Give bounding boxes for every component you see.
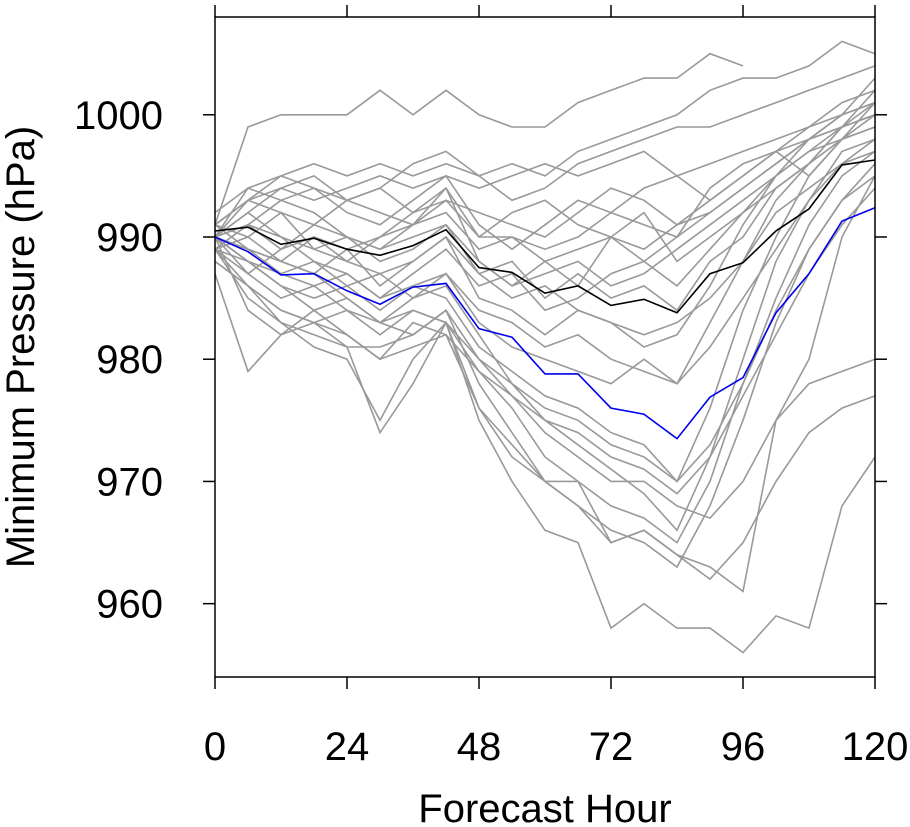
ensemble-member-line bbox=[214, 126, 876, 483]
x-tick-label: 0 bbox=[204, 725, 226, 769]
ensemble-member-line bbox=[214, 175, 876, 483]
y-axis: 960 970 980 990 1000 bbox=[74, 94, 887, 627]
ensemble-member-line bbox=[214, 260, 876, 654]
ensemble-lines bbox=[214, 40, 876, 654]
ensemble-member-line bbox=[214, 114, 876, 312]
ensemble-member-line bbox=[214, 187, 876, 495]
ensemble-member-line bbox=[214, 101, 876, 238]
y-tick-label: 970 bbox=[96, 460, 163, 504]
plot-frame bbox=[214, 16, 876, 678]
ensemble-member-line bbox=[214, 126, 876, 251]
y-tick-label: 990 bbox=[96, 216, 163, 260]
ensemble-member-line bbox=[214, 102, 876, 288]
highlighted-member-line bbox=[214, 206, 876, 440]
ensemble-member-line bbox=[214, 236, 876, 520]
x-axis-title: Forecast Hour bbox=[418, 787, 671, 827]
ensemble-member-line bbox=[214, 114, 876, 251]
ensemble-member-line bbox=[214, 89, 876, 251]
ensemble-mean-line bbox=[214, 159, 876, 314]
ensemble-member-line bbox=[214, 40, 876, 238]
x-tick-label: 96 bbox=[721, 725, 766, 769]
ensemble-member-line bbox=[214, 65, 876, 226]
ensemble-member-line bbox=[214, 101, 876, 287]
y-tick-label: 960 bbox=[96, 583, 163, 627]
highlight-lines bbox=[214, 159, 876, 440]
x-tick-label: 24 bbox=[325, 725, 370, 769]
ensemble-member-line bbox=[214, 138, 876, 385]
ensemble-member-line bbox=[214, 150, 876, 336]
x-tick-label: 48 bbox=[457, 725, 502, 769]
ensemble-member-line bbox=[214, 52, 744, 226]
ensemble-member-line bbox=[214, 114, 876, 385]
x-tick-label: 72 bbox=[589, 725, 634, 769]
ensemble-member-line bbox=[214, 273, 876, 581]
y-tick-label: 1000 bbox=[74, 94, 163, 138]
x-axis: 0 24 48 72 96 120 bbox=[204, 5, 909, 769]
y-axis-title: Minimum Pressure (hPa) bbox=[0, 126, 43, 568]
x-tick-label: 120 bbox=[842, 725, 909, 769]
y-tick-label: 980 bbox=[96, 338, 163, 382]
